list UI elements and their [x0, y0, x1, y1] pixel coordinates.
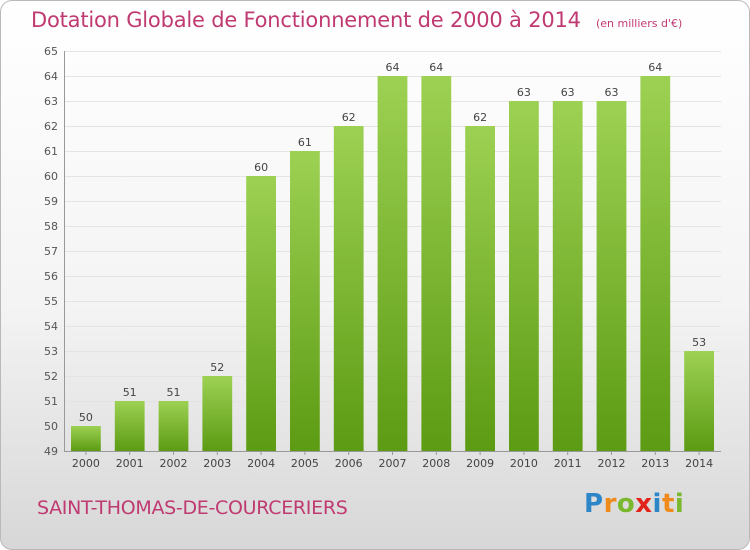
bar-2004	[246, 176, 276, 451]
bar-2009	[465, 126, 495, 451]
bar-value-label: 60	[254, 161, 268, 174]
x-tick-label: 2008	[422, 457, 450, 470]
bar-2002	[158, 401, 189, 451]
bar-2003	[202, 376, 233, 451]
y-tick-label: 57	[44, 245, 58, 258]
bar-2011	[552, 101, 583, 451]
bar-2012	[596, 101, 627, 451]
y-tick-label: 51	[44, 395, 58, 408]
y-tick-label: 55	[44, 295, 58, 308]
y-tick-label: 65	[44, 45, 58, 58]
label-layer: 50 51 51 52 60 61 62 64 64 62 63 63 63 64 53	[79, 61, 706, 424]
y-tick-label: 58	[44, 220, 58, 233]
logo-letter: t	[661, 489, 675, 519]
x-tick-label: 2006	[335, 457, 363, 470]
x-tick-label: 2003	[203, 457, 231, 470]
y-tick-label: 64	[44, 70, 58, 83]
bar-value-label: 62	[473, 111, 487, 124]
bar-value-label: 51	[123, 386, 137, 399]
y-tick-label: 50	[44, 420, 58, 433]
y-tick-label: 52	[44, 370, 58, 383]
bar-value-label: 52	[210, 361, 224, 374]
chart-subtitle: (en milliers d'€)	[595, 17, 683, 30]
y-tick-label: 56	[44, 270, 58, 283]
bar-layer	[71, 76, 714, 451]
bar-value-label: 63	[517, 86, 531, 99]
x-tick-label: 2004	[247, 457, 275, 470]
bar-value-label: 51	[167, 386, 181, 399]
bar-2007	[377, 76, 408, 451]
chart-title: Dotation Globale de Fonctionnement de 20…	[31, 8, 581, 32]
proxiti-logo[interactable]: Proxiti	[584, 489, 684, 519]
bar-value-label: 62	[342, 111, 356, 124]
x-tick-label: 2000	[72, 457, 100, 470]
bar-2008	[421, 76, 452, 451]
bar-2001	[114, 401, 145, 451]
bar-value-label: 63	[561, 86, 575, 99]
bar-value-label: 61	[298, 136, 312, 149]
logo-letter: o	[616, 489, 636, 519]
bar-value-label: 53	[692, 336, 706, 349]
commune-name: SAINT-THOMAS-DE-COURCERIERS	[37, 497, 348, 519]
y-tick-label: 60	[44, 170, 58, 183]
y-tick-label: 63	[44, 95, 58, 108]
bar-value-label: 50	[79, 411, 93, 424]
y-tick-label: 62	[44, 120, 58, 133]
x-tick-label: 2014	[685, 457, 713, 470]
y-tick-label: 49	[44, 445, 58, 458]
x-tick-label: 2011	[554, 457, 582, 470]
bar-2013	[640, 76, 671, 451]
y-tick-label: 61	[44, 145, 58, 158]
logo-letter: i	[674, 489, 685, 519]
bar-2005	[290, 151, 320, 451]
logo-letter: x	[635, 489, 653, 519]
bar-value-label: 63	[605, 86, 619, 99]
x-tick-label: 2007	[379, 457, 407, 470]
bar-value-label: 64	[386, 61, 400, 74]
bar-2000	[71, 426, 101, 451]
y-tick-label: 53	[44, 345, 58, 358]
x-tick-label: 2005	[291, 457, 319, 470]
y-tick-label: 54	[44, 320, 58, 333]
x-tick-label: 2009	[466, 457, 494, 470]
x-tick-label: 2010	[510, 457, 538, 470]
x-tick-label: 2002	[160, 457, 188, 470]
logo-letter: i	[652, 489, 662, 519]
y-tick-label: 59	[44, 195, 58, 208]
x-tick-label: 2013	[641, 457, 669, 470]
x-tick-label: 2012	[598, 457, 626, 470]
logo-letter: r	[603, 489, 617, 519]
axis-layer: 49 50 51 52 53 54 55 56 57 58 59 60 61 62 63 64 65 2000 20…	[44, 45, 721, 470]
x-tick-label: 2001	[116, 457, 144, 470]
bar-2010	[509, 101, 539, 451]
logo-letter: P	[584, 489, 604, 519]
bar-value-label: 64	[648, 61, 662, 74]
bar-value-label: 64	[429, 61, 443, 74]
bar-2014	[684, 351, 714, 451]
title-line: Dotation Globale de Fonctionnement de 20…	[31, 8, 682, 32]
bar-2006	[333, 126, 364, 451]
